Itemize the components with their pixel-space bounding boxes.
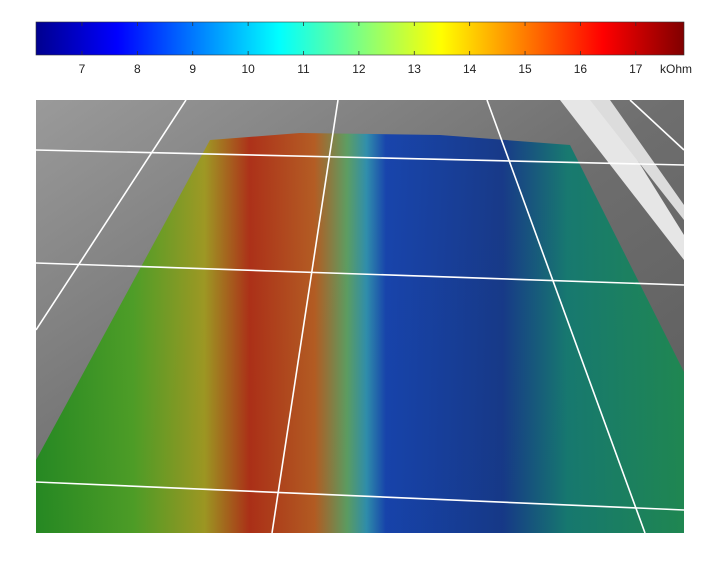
tick-label: 9 (189, 62, 196, 76)
tick-label: 7 (79, 62, 86, 76)
colorbar (35, 21, 685, 56)
resistance-overlay (36, 133, 684, 533)
tick-label: 12 (352, 62, 366, 76)
tick-label: 10 (241, 62, 255, 76)
road-marking (590, 100, 684, 220)
unit-label: kOhm (660, 62, 692, 76)
photo (36, 100, 684, 533)
tick-label: 13 (408, 62, 422, 76)
tick-label: 14 (463, 62, 477, 76)
tick-label: 11 (297, 62, 310, 76)
tick-label: 8 (134, 62, 141, 76)
tick-label: 15 (518, 62, 532, 76)
tick-label: 16 (574, 62, 588, 76)
grid (36, 100, 684, 533)
tick-label: 17 (629, 62, 643, 76)
road-marking (560, 100, 684, 260)
